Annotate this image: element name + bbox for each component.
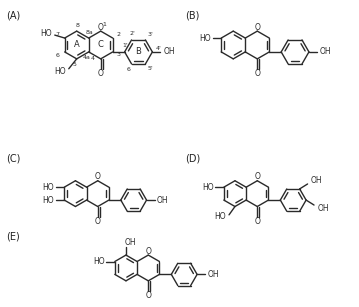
Text: O: O (145, 247, 151, 256)
Text: HO: HO (42, 183, 54, 192)
Text: 5': 5' (148, 66, 153, 72)
Text: 2': 2' (130, 31, 135, 37)
Text: (A): (A) (6, 10, 21, 20)
Text: 6: 6 (56, 53, 60, 58)
Text: O: O (95, 217, 101, 226)
Text: 5: 5 (73, 62, 76, 67)
Text: HO: HO (40, 29, 52, 37)
Text: HO: HO (93, 257, 104, 266)
Text: 2: 2 (117, 32, 121, 37)
Text: O: O (255, 69, 260, 78)
Text: O: O (145, 291, 151, 301)
Text: O: O (255, 217, 260, 226)
Text: O: O (98, 23, 104, 32)
Text: A: A (74, 41, 80, 49)
Text: OH: OH (163, 47, 175, 56)
Text: OH: OH (320, 47, 331, 56)
Text: (D): (D) (185, 154, 200, 164)
Text: 4: 4 (91, 56, 95, 61)
Text: O: O (255, 23, 260, 32)
Text: 4a: 4a (83, 55, 91, 60)
Text: 3: 3 (117, 52, 121, 57)
Text: HO: HO (202, 183, 213, 192)
Text: C: C (98, 41, 104, 49)
Text: OH: OH (311, 177, 322, 185)
Text: 6: 6 (127, 68, 131, 72)
Text: O: O (95, 172, 101, 181)
Text: OH: OH (317, 204, 329, 212)
Text: 1: 1 (103, 22, 107, 27)
Text: OH: OH (208, 270, 219, 279)
Text: O: O (98, 69, 104, 78)
Text: OH: OH (157, 196, 169, 204)
Text: 1': 1' (123, 44, 129, 49)
Text: HO: HO (214, 212, 226, 221)
Text: 8: 8 (76, 23, 80, 28)
Text: 7: 7 (56, 32, 60, 37)
Text: 4': 4' (155, 46, 161, 52)
Text: B: B (136, 47, 141, 56)
Text: O: O (255, 172, 260, 181)
Text: (B): (B) (185, 10, 199, 20)
Text: HO: HO (199, 33, 211, 43)
Text: 8a: 8a (86, 29, 94, 35)
Text: 3': 3' (148, 33, 153, 37)
Text: (C): (C) (6, 154, 21, 164)
Text: (E): (E) (6, 231, 20, 241)
Text: HO: HO (54, 67, 66, 76)
Text: OH: OH (125, 238, 137, 247)
Text: HO: HO (42, 196, 54, 204)
